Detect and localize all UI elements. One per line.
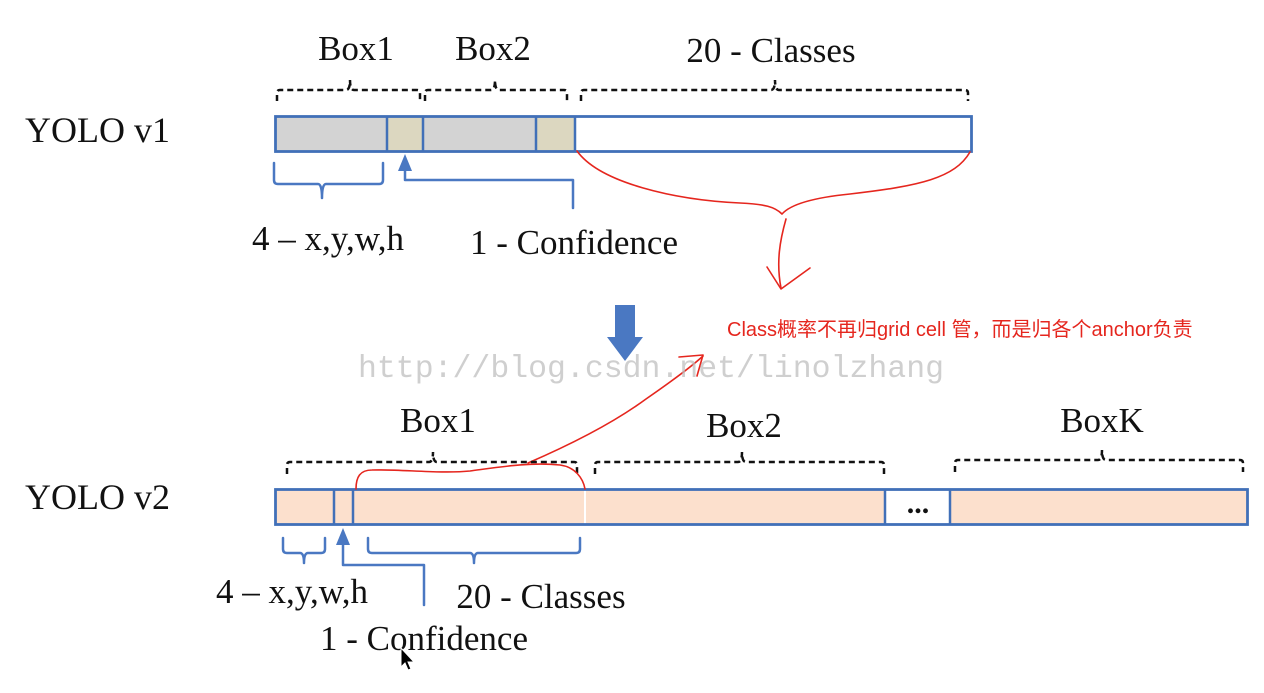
v1-red-classes-brace bbox=[576, 150, 971, 215]
v2-boxk-cell bbox=[950, 490, 1247, 524]
v1-box1-brace bbox=[275, 79, 422, 101]
v2-box2-brace bbox=[593, 451, 886, 474]
v1-output-bar bbox=[274, 115, 973, 153]
yolo-v2-label: YOLO v2 bbox=[25, 477, 170, 517]
red-note-arrow bbox=[527, 355, 704, 464]
v1-red-arrowhead-icon bbox=[766, 266, 811, 290]
yolo-v1-label: YOLO v1 bbox=[25, 110, 170, 150]
v2-box1-confidence-cell bbox=[334, 490, 353, 524]
v1-box2-label: Box2 bbox=[455, 29, 531, 68]
v2-confidence-label: 1 - Confidence bbox=[320, 619, 528, 658]
v1-box1-coords-cell bbox=[276, 117, 387, 151]
v2-box1-classes-cell bbox=[353, 490, 585, 524]
down-arrow-icon bbox=[607, 305, 643, 361]
watermark: http://blog.csdn.net/linolzhang bbox=[358, 352, 944, 387]
v2-coords-brace bbox=[281, 536, 327, 565]
v2-box2-label: Box2 bbox=[706, 406, 782, 445]
v2-boxk-label: BoxK bbox=[1060, 401, 1144, 440]
v1-coords-brace bbox=[272, 161, 385, 200]
v1-classes-label: 20 - Classes bbox=[686, 31, 855, 70]
v2-ellipsis-cell bbox=[885, 490, 950, 524]
v2-confidence-arrowhead-icon bbox=[336, 528, 350, 545]
mouse-cursor-icon bbox=[400, 646, 416, 671]
v2-box1-coords-cell bbox=[276, 490, 334, 524]
v2-box2-cell bbox=[585, 490, 885, 524]
v2-output-bar: ... bbox=[274, 487, 1249, 526]
v1-box2-brace bbox=[423, 79, 569, 101]
yolo-v1-section: YOLO v1 Box1 Box2 20 - Classes 4 – x,y,w… bbox=[25, 29, 973, 290]
v1-classes-cell bbox=[575, 117, 971, 151]
annotation-note: Class概率不再归grid cell 管，而是归各个anchor负责 bbox=[727, 318, 1193, 341]
v2-bar-outline bbox=[274, 488, 1249, 526]
v1-confidence-arrowhead-icon bbox=[398, 154, 412, 171]
v1-classes-brace bbox=[579, 79, 970, 101]
v1-coords-label: 4 – x,y,w,h bbox=[252, 219, 404, 258]
v1-box1-confidence-cell bbox=[387, 117, 423, 151]
v1-bar-outline bbox=[274, 115, 973, 153]
v2-classes-label: 20 - Classes bbox=[456, 577, 625, 616]
v2-coords-label: 4 – x,y,w,h bbox=[216, 572, 368, 611]
v2-red-classes-bracket bbox=[355, 463, 586, 490]
v2-confidence-connector bbox=[341, 542, 426, 607]
v2-box1-brace bbox=[285, 451, 579, 474]
v2-box1-label: Box1 bbox=[400, 401, 476, 440]
yolo-v2-section: YOLO v2 Box1 Box2 BoxK ... bbox=[25, 401, 1249, 658]
v1-box2-coords-cell bbox=[423, 117, 536, 151]
v2-classes-brace bbox=[366, 536, 582, 565]
red-note-arrowhead-icon bbox=[678, 354, 704, 377]
v1-confidence-label: 1 - Confidence bbox=[470, 223, 678, 262]
v2-ellipsis: ... bbox=[907, 487, 930, 520]
v1-box2-confidence-cell bbox=[536, 117, 575, 151]
v1-red-down-line bbox=[777, 218, 787, 289]
v2-boxk-brace bbox=[953, 449, 1245, 472]
v1-confidence-connector bbox=[403, 168, 575, 210]
v1-box1-label: Box1 bbox=[318, 29, 394, 68]
